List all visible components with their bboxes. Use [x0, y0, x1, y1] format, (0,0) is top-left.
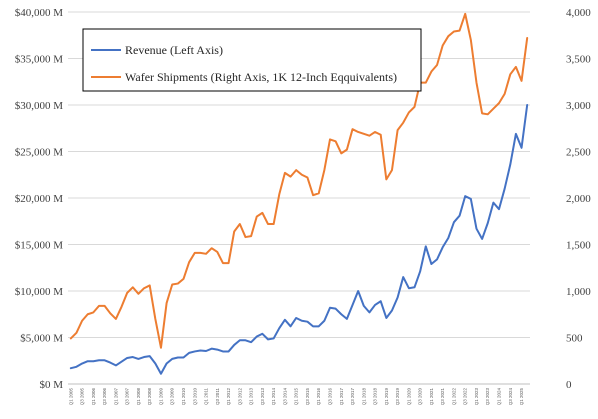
x-axis-tick-label: Q1 2007	[113, 388, 118, 406]
x-axis-tick-label: Q1 2017	[339, 388, 344, 406]
x-axis-tick-label: Q3 2008	[147, 388, 152, 406]
x-axis-tick-label: Q1 2011	[204, 388, 209, 405]
x-axis-tick-label: Q3 2020	[418, 388, 423, 406]
x-axis-tick-label: Q1 2005	[68, 388, 73, 406]
right-axis-tick-label: 500	[566, 333, 583, 345]
x-axis-tick-label: Q1 2019	[384, 388, 389, 406]
x-axis-tick-label: Q3 2007	[125, 388, 130, 406]
x-axis-tick-label: Q1 2013	[249, 388, 254, 406]
x-axis-tick-label: Q1 2016	[316, 388, 321, 406]
x-axis-tick-label: Q1 2024	[497, 388, 502, 406]
right-axis-tick-label: 2,500	[566, 147, 591, 159]
left-axis-tick-label: $25,000 M	[15, 147, 64, 159]
x-axis-tick-label: Q3 2017	[350, 388, 355, 406]
x-axis-tick-label: Q3 2021	[440, 388, 445, 406]
x-axis-tick-label: Q3 2016	[327, 388, 332, 406]
legend-wafer-label: Wafer Shipments (Right Axis, 1K 12-Inch …	[125, 70, 397, 84]
x-axis-tick-label: Q1 2006	[91, 388, 96, 406]
x-axis-tick-label: Q3 2006	[102, 388, 107, 406]
x-axis-ticks: Q1 2005 Q3 2005 Q1 2006 Q3 2006 Q1 2007 Q3 20…	[68, 388, 524, 406]
right-axis-tick-label: 0	[566, 379, 572, 391]
left-axis-tick-label: $20,000 M	[15, 193, 64, 205]
x-axis-tick-label: Q1 2022	[451, 388, 456, 406]
legend-revenue-label: Revenue (Left Axis)	[125, 43, 223, 57]
x-axis-tick-label: Q1 2018	[361, 388, 366, 406]
x-axis-tick-label: Q3 2019	[395, 388, 400, 406]
x-axis-tick-label: Q3 2009	[170, 388, 175, 406]
left-axis-ticks: $0 M $5,000 M $10,000 M $15,000 M $20,000 M $…	[15, 7, 64, 391]
x-axis-tick-label: Q3 2005	[80, 388, 85, 406]
x-axis-tick-label: Q1 2014	[271, 388, 276, 406]
left-axis-tick-label: $10,000 M	[15, 286, 64, 298]
left-axis-tick-label: $5,000 M	[20, 333, 63, 345]
left-axis-tick-label: $30,000 M	[15, 100, 64, 112]
x-axis-tick-label: Q3 2011	[215, 388, 220, 405]
x-axis-tick-label: Q3 2018	[373, 388, 378, 406]
x-axis-tick-label: Q1 2015	[294, 388, 299, 406]
left-axis-tick-label: $15,000 M	[15, 240, 64, 252]
x-axis-tick-label: Q1 2023	[474, 388, 479, 406]
x-axis-tick-label: Q3 2023	[485, 388, 490, 406]
left-axis-tick-label: $40,000 M	[15, 7, 64, 19]
wafer-shipments-line	[69, 12, 529, 349]
x-axis-tick-label: Q3 2022	[463, 388, 468, 406]
right-axis-tick-label: 4,000	[566, 7, 591, 19]
x-axis-tick-label: Q3 2012	[237, 388, 242, 406]
right-axis-tick-label: 3,500	[566, 54, 591, 66]
x-axis-tick-label: Q1 2021	[429, 388, 434, 406]
x-axis-tick-label: Q3 2010	[192, 388, 197, 406]
x-axis-tick-label: Q1 2025	[519, 388, 524, 406]
left-axis-tick-label: $0 M	[39, 379, 63, 391]
x-axis-tick-label: Q1 2008	[136, 388, 141, 406]
legend: Revenue (Left Axis) Wafer Shipments (Rig…	[82, 28, 422, 92]
x-axis-tick-label: Q1 2010	[181, 388, 186, 406]
x-axis-tick-label: Q3 2015	[305, 388, 310, 406]
x-axis-tick-label: Q3 2014	[282, 388, 287, 406]
revenue-line	[69, 104, 529, 375]
right-axis-tick-label: 1,500	[566, 240, 591, 252]
right-axis-tick-label: 3,000	[566, 100, 591, 112]
left-axis-tick-label: $35,000 M	[15, 54, 64, 66]
legend-box	[82, 28, 422, 92]
right-axis-tick-label: 1,000	[566, 286, 591, 298]
x-axis-tick-label: Q3 2013	[260, 388, 265, 406]
right-axis-tick-label: 2,000	[566, 193, 591, 205]
right-axis-ticks: 0 500 1,000 1,500 2,000 2,500 3,000 3,500 4,000	[566, 7, 591, 391]
x-axis-tick-label: Q1 2020	[406, 388, 411, 406]
x-axis-tick-label: Q1 2012	[226, 388, 231, 406]
series-lines	[69, 12, 529, 375]
x-axis-tick-label: Q1 2009	[158, 388, 163, 406]
x-axis-tick-label: Q3 2024	[508, 388, 513, 406]
